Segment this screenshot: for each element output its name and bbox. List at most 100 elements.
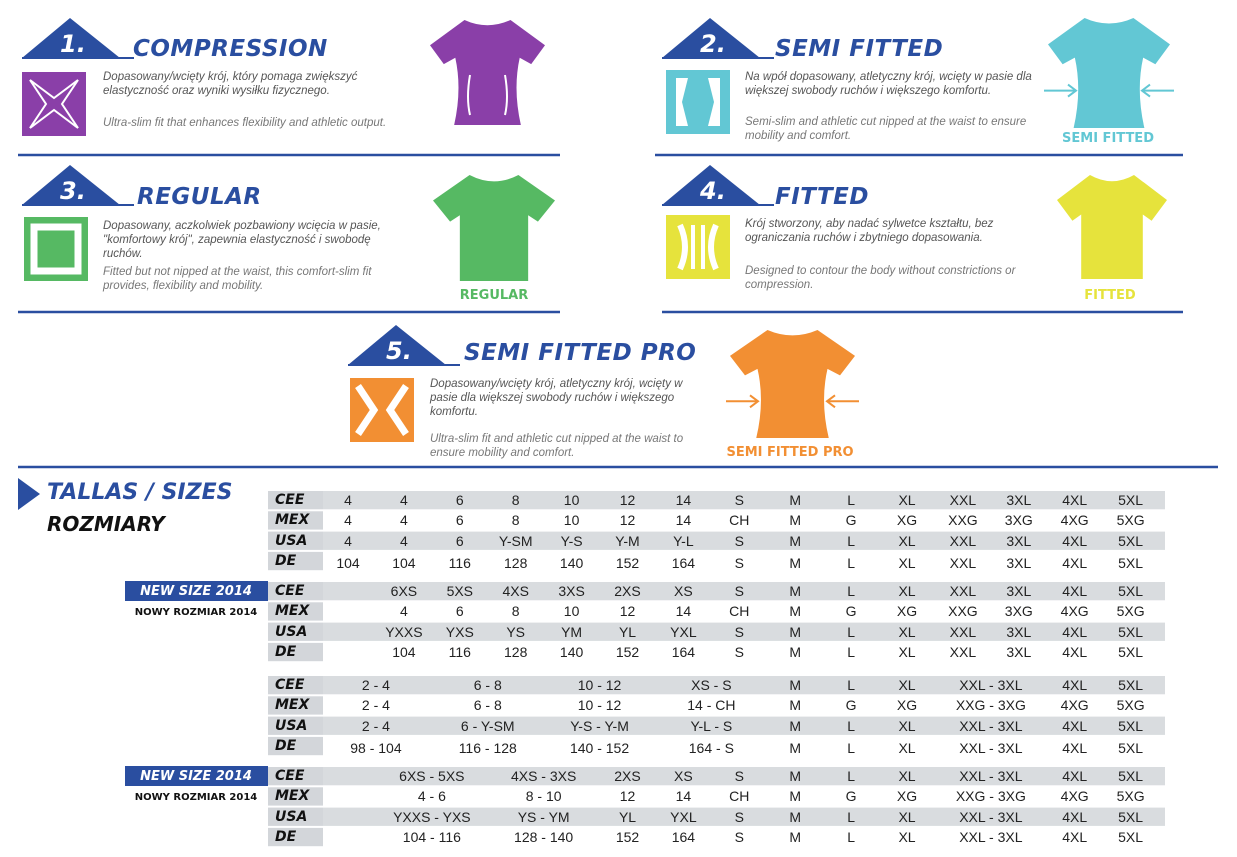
size-cell: M	[789, 623, 802, 640]
size-cell: 98 - 104	[350, 739, 402, 756]
fit-text-en: Designed to contour the body without con…	[745, 265, 1016, 291]
size-cell: G	[845, 788, 857, 805]
size-cell: 8 - 10	[525, 788, 562, 805]
sizes-title: TALLAS / SIZES	[47, 480, 233, 505]
icon-figure	[677, 223, 688, 271]
size-cell: 3XL	[1006, 554, 1032, 571]
size-cell: 5XL	[1118, 643, 1144, 660]
fit-title: REGULAR	[137, 184, 262, 210]
size-cell: XL	[898, 717, 916, 734]
size-cell: 116 - 128	[458, 739, 517, 756]
shirt	[430, 20, 545, 125]
size-cell: 4	[399, 512, 408, 529]
row-band	[323, 716, 1165, 735]
size-cell: 14 - CH	[687, 697, 736, 714]
size-cell: S	[734, 554, 744, 571]
size-cell: 6 - 8	[473, 677, 502, 693]
size-cell: 14	[675, 788, 692, 805]
size-cell: 164	[671, 643, 696, 660]
icon-figure	[30, 223, 82, 275]
row-band	[323, 676, 1165, 695]
size-cell: 164	[671, 554, 696, 571]
label-cell	[268, 582, 323, 601]
row-label: MEX	[275, 512, 310, 529]
size-cell: M	[789, 768, 802, 784]
size-cell: 3XG	[1004, 603, 1033, 620]
size-cell: XXL	[949, 554, 977, 571]
label-cell	[268, 736, 323, 756]
size-cell: 3XL	[1006, 492, 1032, 508]
row-label: MEX	[275, 788, 310, 805]
size-cell: 5XG	[1116, 603, 1145, 620]
size-cell: XXL	[949, 532, 977, 549]
size-cell: XS - S	[691, 677, 732, 693]
size-cell: 6 - Y-SM	[460, 717, 515, 734]
size-cell: XXG - 3XG	[955, 788, 1026, 805]
arrow-head	[1067, 83, 1078, 98]
size-cell: CH	[729, 512, 750, 529]
size-cell: 140	[559, 643, 584, 660]
size-cell: 5XL	[1118, 583, 1144, 599]
arrow-head	[825, 394, 836, 409]
size-cell: 12	[619, 788, 636, 805]
size-cell: XXL - 3XL	[959, 739, 1023, 756]
size-cell: S	[734, 768, 744, 784]
size-cell: 4XS - 3XS	[510, 768, 577, 784]
badge-box	[125, 581, 268, 601]
size-cell: M	[789, 603, 802, 620]
size-cell: 4XS	[502, 583, 529, 599]
size-cell: 5XL	[1118, 768, 1144, 784]
size-cell: 4	[344, 512, 352, 529]
size-cell: 4XL	[1062, 554, 1088, 571]
fit-title: COMPRESSION	[133, 36, 328, 62]
size-cell: M	[789, 492, 802, 508]
size-cell: Y-L	[673, 532, 694, 549]
number-triangle	[348, 325, 446, 365]
size-cell: 5XL	[1118, 492, 1144, 508]
number-triangle	[22, 18, 120, 58]
label-cell	[268, 787, 323, 806]
size-cell: XXL	[949, 643, 977, 660]
row-band	[323, 807, 1165, 826]
fit-icon	[666, 215, 730, 279]
row-label: CEE	[275, 492, 305, 508]
size-cell: 3XL	[1006, 643, 1032, 660]
row-label: CEE	[275, 768, 305, 784]
icon-figure	[29, 79, 79, 129]
number-triangle	[662, 165, 760, 205]
fit-text-pl: Dopasowany/wcięty krój, atletyczny krój,…	[430, 378, 683, 418]
size-cell: XXG	[948, 603, 978, 620]
row-label: CEE	[275, 677, 305, 693]
size-cell: XXL	[949, 623, 977, 640]
size-cell: 4XL	[1062, 623, 1088, 640]
row-label: DE	[275, 737, 297, 754]
size-cell: M	[789, 554, 802, 571]
size-cell: 6 - 8	[473, 697, 502, 714]
size-cell: 104 - 116	[402, 828, 461, 845]
size-cell: XG	[896, 512, 918, 529]
size-cell: 5XL	[1118, 532, 1144, 549]
size-cell: XXL - 3XL	[959, 768, 1023, 784]
fit-text-en: Ultra-slim fit and athletic cut nipped a…	[430, 433, 684, 459]
label-cell	[268, 696, 323, 715]
arrow-head	[1140, 83, 1151, 98]
size-cell: 12	[619, 603, 636, 620]
size-cell: 128	[504, 643, 528, 660]
size-cell: Y-S - Y-M	[570, 717, 629, 734]
size-cell: 5XL	[1118, 828, 1144, 845]
size-cell: 4XL	[1062, 717, 1088, 734]
size-cell: S	[734, 583, 744, 599]
shirt	[1048, 18, 1170, 128]
fit-text-en: Semi-slim and athletic cut nipped at the…	[745, 116, 1027, 142]
size-cell: XG	[896, 788, 918, 805]
shirt-label: SEMI FITTED PRO	[726, 445, 854, 460]
size-cell: 6	[455, 512, 464, 529]
size-cell: 5XG	[1116, 788, 1145, 805]
size-cell: 4	[399, 532, 408, 549]
size-cell: 2 - 4	[361, 677, 390, 693]
size-cell: XXG - 3XG	[955, 697, 1026, 714]
size-cell: 5XL	[1118, 677, 1144, 693]
size-cell: XG	[896, 603, 918, 620]
shirt-label: SEMI FITTED	[1062, 131, 1154, 146]
number-triangle	[22, 165, 120, 205]
